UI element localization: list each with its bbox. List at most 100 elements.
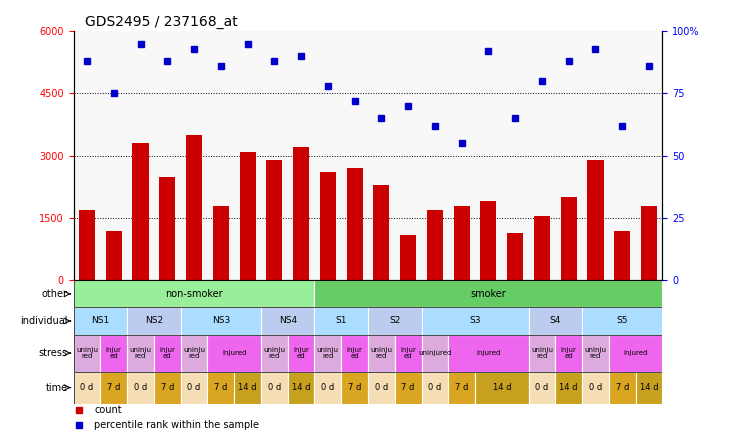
Bar: [127, 372, 154, 404]
Bar: [507, 233, 523, 280]
Bar: [266, 160, 283, 280]
Bar: [427, 210, 443, 280]
Bar: [74, 280, 314, 307]
Bar: [288, 372, 314, 404]
Text: 7 d: 7 d: [615, 383, 629, 392]
Bar: [261, 307, 314, 334]
Text: uninju
red: uninju red: [584, 347, 606, 359]
Bar: [615, 230, 630, 280]
Text: S1: S1: [336, 317, 347, 325]
Bar: [400, 235, 416, 280]
Text: uninju
red: uninju red: [531, 347, 553, 359]
Bar: [74, 307, 127, 334]
Text: smoker: smoker: [470, 289, 506, 299]
Bar: [100, 372, 127, 404]
Text: count: count: [94, 405, 122, 416]
Bar: [453, 206, 470, 280]
Bar: [180, 307, 261, 334]
Bar: [314, 280, 662, 307]
Text: 14 d: 14 d: [492, 383, 511, 392]
Text: uninjured: uninjured: [418, 350, 452, 356]
Text: 14 d: 14 d: [238, 383, 257, 392]
Text: uninju
red: uninju red: [370, 347, 392, 359]
Bar: [587, 160, 604, 280]
Text: 0 d: 0 d: [428, 383, 442, 392]
Text: 0 d: 0 d: [589, 383, 602, 392]
Bar: [159, 177, 175, 280]
Bar: [556, 372, 582, 404]
Bar: [641, 206, 657, 280]
Text: 7 d: 7 d: [160, 383, 174, 392]
Bar: [154, 372, 180, 404]
Text: 14 d: 14 d: [640, 383, 658, 392]
Bar: [561, 197, 577, 280]
Bar: [475, 372, 528, 404]
Text: NS1: NS1: [91, 317, 110, 325]
Bar: [582, 307, 662, 334]
Bar: [422, 334, 448, 372]
Text: percentile rank within the sample: percentile rank within the sample: [94, 420, 259, 430]
Bar: [293, 147, 309, 280]
Text: injur
ed: injur ed: [293, 347, 309, 359]
Text: individual: individual: [20, 316, 68, 326]
Text: 0 d: 0 d: [535, 383, 548, 392]
Text: 0 d: 0 d: [268, 383, 281, 392]
Bar: [534, 216, 550, 280]
Bar: [261, 372, 288, 404]
Bar: [288, 334, 314, 372]
Text: 7 d: 7 d: [107, 383, 121, 392]
Bar: [481, 202, 497, 280]
Text: 14 d: 14 d: [559, 383, 578, 392]
Bar: [422, 307, 528, 334]
Text: 7 d: 7 d: [401, 383, 415, 392]
Bar: [394, 372, 422, 404]
Bar: [100, 334, 127, 372]
Bar: [261, 334, 288, 372]
Bar: [609, 372, 636, 404]
Text: non-smoker: non-smoker: [165, 289, 223, 299]
Bar: [528, 334, 556, 372]
Bar: [314, 334, 342, 372]
Bar: [609, 334, 662, 372]
Bar: [154, 334, 180, 372]
Bar: [186, 135, 202, 280]
Text: uninju
red: uninju red: [76, 347, 98, 359]
Bar: [180, 372, 208, 404]
Text: 0 d: 0 d: [321, 383, 334, 392]
Text: injured: injured: [476, 350, 500, 356]
Text: S3: S3: [470, 317, 481, 325]
Bar: [373, 185, 389, 280]
Bar: [556, 334, 582, 372]
Bar: [314, 372, 342, 404]
Bar: [342, 372, 368, 404]
Bar: [320, 172, 336, 280]
Text: injur
ed: injur ed: [347, 347, 363, 359]
Text: injur
ed: injur ed: [400, 347, 416, 359]
Bar: [582, 372, 609, 404]
Text: 7 d: 7 d: [348, 383, 361, 392]
Text: uninju
red: uninju red: [263, 347, 286, 359]
Text: injur
ed: injur ed: [159, 347, 175, 359]
Bar: [213, 206, 229, 280]
Text: NS2: NS2: [145, 317, 163, 325]
Bar: [342, 334, 368, 372]
Bar: [448, 334, 528, 372]
Bar: [368, 307, 422, 334]
Bar: [394, 334, 422, 372]
Text: uninju
red: uninju red: [130, 347, 152, 359]
Text: NS4: NS4: [279, 317, 297, 325]
Bar: [582, 334, 609, 372]
Bar: [368, 334, 394, 372]
Text: GDS2495 / 237168_at: GDS2495 / 237168_at: [85, 15, 238, 29]
Bar: [79, 210, 95, 280]
Bar: [347, 168, 363, 280]
Text: time: time: [46, 383, 68, 392]
Bar: [528, 372, 556, 404]
Bar: [132, 143, 149, 280]
Text: 7 d: 7 d: [214, 383, 227, 392]
Text: injured: injured: [623, 350, 648, 356]
Text: 14 d: 14 d: [292, 383, 311, 392]
Text: injur
ed: injur ed: [106, 347, 121, 359]
Bar: [239, 151, 255, 280]
Bar: [314, 307, 368, 334]
